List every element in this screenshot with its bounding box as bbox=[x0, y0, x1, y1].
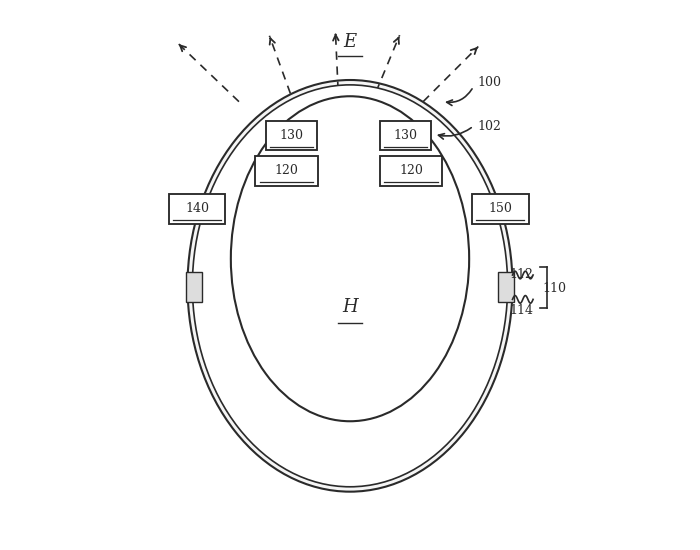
Text: 130: 130 bbox=[280, 129, 304, 142]
Text: 120: 120 bbox=[399, 164, 423, 177]
Text: H: H bbox=[342, 299, 358, 316]
FancyBboxPatch shape bbox=[472, 194, 528, 223]
Text: 140: 140 bbox=[185, 202, 209, 215]
Text: 130: 130 bbox=[393, 129, 417, 142]
Text: 150: 150 bbox=[489, 202, 512, 215]
Ellipse shape bbox=[193, 85, 508, 487]
Text: 110: 110 bbox=[542, 282, 566, 295]
FancyBboxPatch shape bbox=[186, 272, 202, 302]
FancyBboxPatch shape bbox=[380, 156, 442, 185]
Text: E: E bbox=[344, 33, 356, 51]
FancyBboxPatch shape bbox=[498, 272, 514, 302]
FancyBboxPatch shape bbox=[169, 194, 225, 223]
Ellipse shape bbox=[231, 96, 469, 421]
Text: 102: 102 bbox=[477, 119, 501, 133]
Text: 100: 100 bbox=[477, 76, 501, 89]
Ellipse shape bbox=[188, 80, 512, 492]
FancyBboxPatch shape bbox=[266, 120, 318, 150]
Text: 114: 114 bbox=[510, 304, 534, 317]
FancyBboxPatch shape bbox=[256, 156, 318, 185]
FancyBboxPatch shape bbox=[380, 120, 431, 150]
Text: 112: 112 bbox=[510, 268, 533, 282]
Text: 120: 120 bbox=[274, 164, 298, 177]
